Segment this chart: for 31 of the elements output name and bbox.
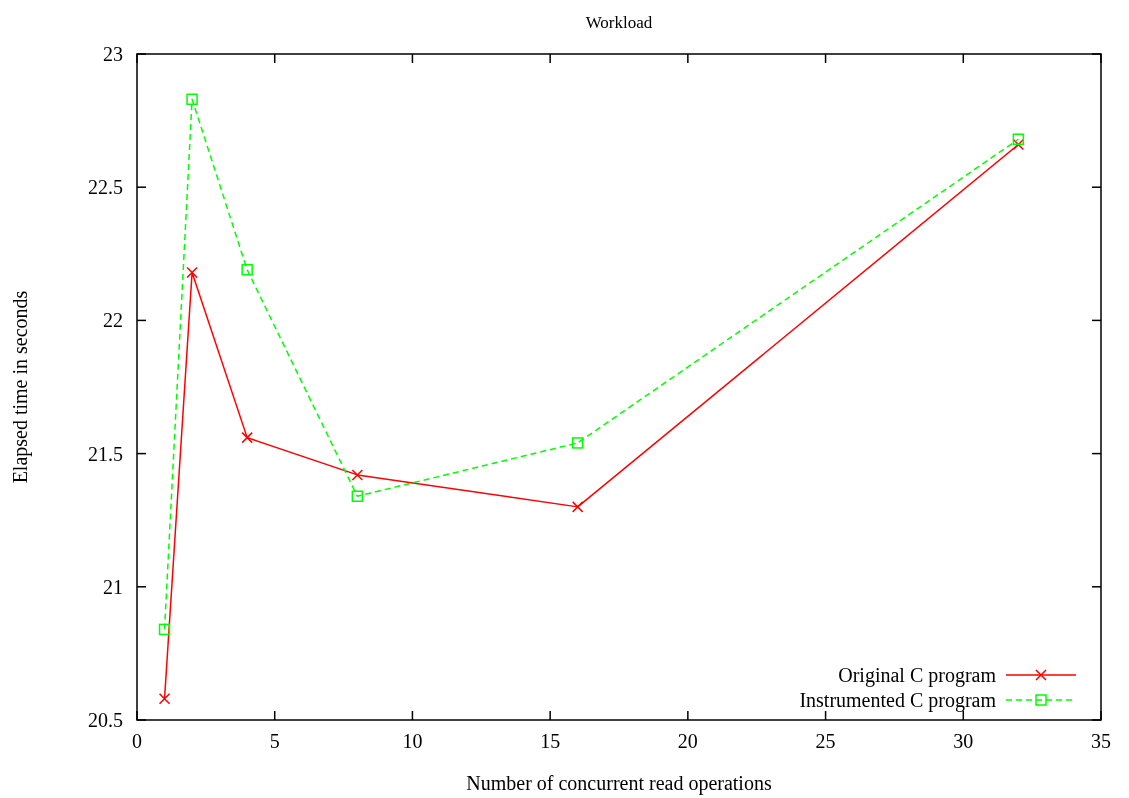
- point: [351, 469, 364, 481]
- point: [571, 501, 584, 513]
- x-tick-label: 35: [1091, 730, 1111, 752]
- point: [186, 93, 198, 106]
- x-axis-title: Number of concurrent read operations: [466, 772, 772, 795]
- point: [158, 623, 171, 636]
- x-tick-label: 5: [269, 730, 280, 752]
- point: [186, 266, 198, 279]
- y-tick-label: 23: [103, 43, 123, 65]
- x-tick-label: 20: [677, 730, 698, 752]
- y-tick-label: 21: [103, 575, 123, 598]
- x-tick-label: 15: [540, 730, 561, 752]
- y-tick-label: 22.5: [88, 176, 123, 199]
- x-tick-label: 25: [815, 730, 836, 752]
- x-tick-label: 30: [953, 730, 974, 752]
- point: [241, 264, 253, 276]
- y-tick-label: 20.5: [88, 709, 123, 731]
- point: [1012, 133, 1025, 145]
- point: [571, 437, 584, 449]
- legend-label: Original C program: [838, 664, 997, 687]
- point: [241, 431, 253, 444]
- y-tick-label: 21.5: [88, 442, 123, 465]
- x-tick-label: 0: [132, 730, 142, 752]
- chart-title: Workload: [585, 13, 653, 32]
- legend-label: Instrumented C program: [799, 689, 997, 712]
- y-tick-label: 22: [103, 309, 123, 332]
- point: [351, 490, 364, 502]
- point: [158, 692, 171, 705]
- x-tick-label: 10: [402, 730, 423, 752]
- y-axis-title: Elapsed time in seconds: [9, 290, 32, 484]
- point: [1012, 138, 1025, 151]
